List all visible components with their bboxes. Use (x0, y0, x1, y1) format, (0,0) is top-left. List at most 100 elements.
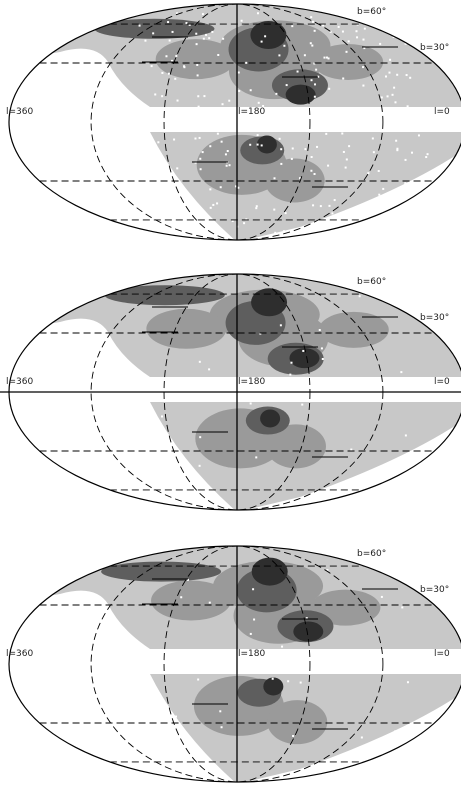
axis-label-b-north: b=60° (357, 277, 386, 287)
source-point (389, 58, 392, 61)
source-point (309, 42, 312, 45)
map-fill-group (9, 546, 461, 782)
source-point (175, 715, 178, 718)
density-contour (313, 44, 384, 81)
axis-label-b-mid: b=30° (420, 585, 449, 595)
source-point (310, 169, 313, 172)
source-point (393, 86, 396, 89)
axis-label-b-mid: b=30° (420, 43, 449, 53)
source-point (255, 205, 258, 208)
source-point (161, 415, 164, 418)
sky-map-panel-top: b=60° b=30° l=360 l=180 l=0 (6, 3, 461, 241)
source-point (333, 199, 336, 202)
source-point (403, 231, 406, 234)
source-point (289, 373, 292, 376)
axis-label-l-left: l=360 (6, 377, 33, 387)
source-point (167, 72, 170, 75)
source-point (216, 132, 219, 135)
source-point (221, 103, 224, 106)
source-point (372, 151, 375, 154)
source-point (217, 53, 220, 56)
source-point (175, 55, 178, 58)
source-point (199, 436, 202, 439)
source-point (281, 645, 284, 648)
source-point (388, 71, 391, 74)
source-point (394, 101, 397, 104)
source-point (249, 402, 252, 405)
source-point (199, 157, 202, 160)
source-point (159, 203, 162, 206)
source-point (203, 95, 206, 98)
source-point (380, 96, 383, 99)
density-contour (251, 557, 288, 586)
density-contour (101, 561, 222, 582)
source-point (411, 151, 414, 154)
axis-label-l-right: l=0 (434, 377, 450, 387)
source-point (310, 79, 313, 82)
source-point (355, 30, 358, 33)
source-point (312, 20, 315, 23)
source-point (328, 204, 331, 207)
source-point (198, 464, 201, 467)
map-fill-group (9, 4, 461, 240)
meridian-line (90, 4, 384, 240)
source-point (435, 185, 438, 188)
source-point (420, 184, 423, 187)
source-point (413, 39, 416, 42)
source-point (274, 231, 277, 234)
source-point (341, 30, 344, 33)
source-point (255, 456, 258, 459)
source-point (209, 188, 212, 191)
source-point (228, 164, 231, 167)
axis-label-b-north: b=60° (357, 7, 386, 17)
grid-ticks (142, 578, 398, 730)
density-contour (264, 158, 325, 203)
source-point (212, 203, 215, 206)
source-point (398, 24, 401, 27)
source-point (273, 177, 276, 180)
source-point (311, 44, 314, 47)
source-point (144, 39, 147, 42)
source-point (197, 95, 200, 98)
source-point (396, 149, 399, 152)
source-point (165, 231, 168, 234)
source-point (327, 164, 330, 167)
source-point (317, 75, 320, 78)
source-point (237, 71, 240, 74)
source-point (279, 324, 282, 327)
source-point (186, 194, 189, 197)
source-point (264, 35, 267, 38)
plane-gap-band (150, 108, 461, 130)
source-point (249, 143, 252, 146)
source-point (391, 93, 394, 96)
source-point (224, 153, 227, 156)
source-point (296, 70, 299, 73)
source-point (216, 202, 219, 205)
source-point (310, 156, 313, 159)
source-point (152, 185, 155, 188)
source-point (347, 40, 350, 43)
source-point (301, 403, 304, 406)
source-point (285, 84, 288, 87)
source-point (376, 19, 379, 22)
source-point (255, 207, 258, 210)
source-point (325, 56, 328, 59)
source-point (245, 61, 248, 64)
density-contour (265, 424, 326, 469)
source-point (174, 77, 177, 80)
source-point (319, 205, 322, 208)
source-point (193, 231, 196, 234)
source-point (327, 57, 330, 60)
source-point (322, 24, 325, 27)
source-point (287, 680, 290, 683)
axis-label-l-right: l=0 (434, 107, 450, 117)
source-point (205, 33, 208, 36)
source-point (367, 172, 370, 175)
source-point (243, 222, 246, 225)
source-point (208, 368, 211, 371)
source-point (198, 136, 201, 139)
plane-gap-band (150, 378, 461, 400)
source-point (209, 206, 212, 209)
source-point (345, 50, 348, 53)
source-point (245, 218, 248, 221)
